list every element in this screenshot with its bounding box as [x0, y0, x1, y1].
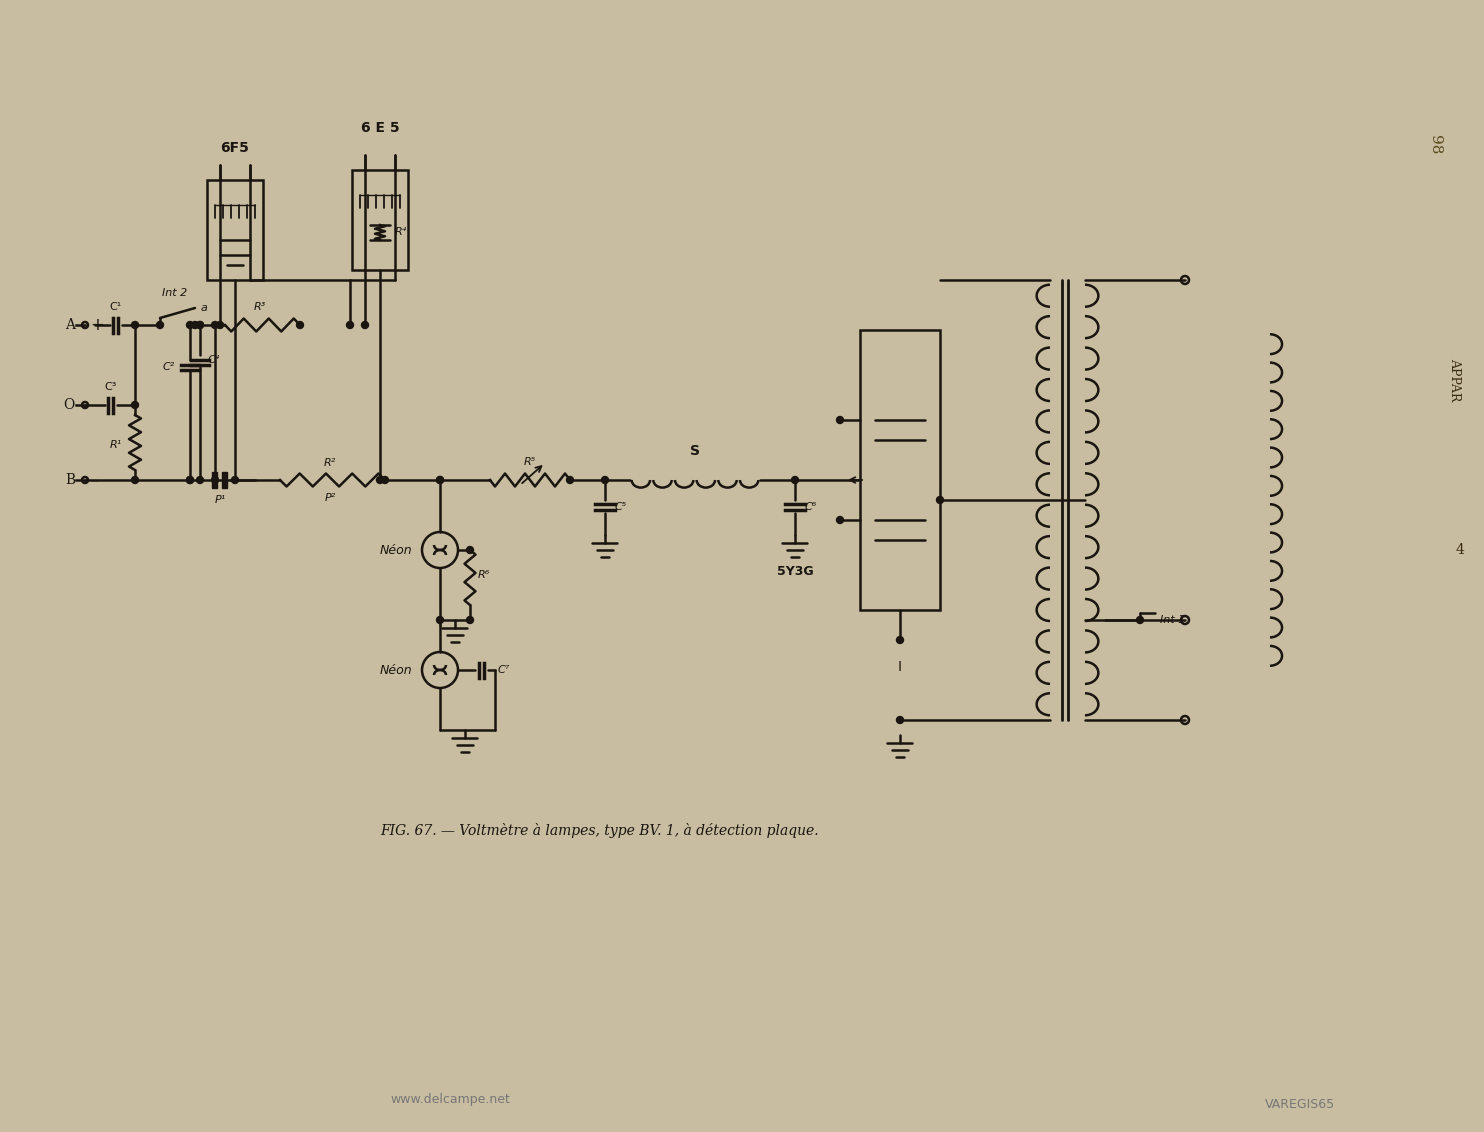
Circle shape: [381, 477, 389, 483]
Text: 6 E 5: 6 E 5: [361, 121, 399, 135]
Circle shape: [436, 477, 444, 483]
Text: R⁵: R⁵: [524, 457, 536, 468]
Text: P¹: P¹: [214, 495, 226, 505]
Text: C³: C³: [105, 381, 117, 392]
Circle shape: [196, 321, 203, 328]
Text: a: a: [200, 303, 208, 314]
Text: A: A: [65, 318, 76, 332]
Circle shape: [232, 477, 239, 483]
Text: O: O: [64, 398, 76, 412]
Bar: [352, 170, 408, 271]
Text: C⁴: C⁴: [208, 355, 220, 365]
Bar: [223, 472, 227, 488]
Text: R¹: R¹: [110, 440, 122, 451]
Circle shape: [191, 321, 199, 328]
Text: C²: C²: [163, 362, 175, 372]
Text: –: –: [91, 471, 98, 489]
Circle shape: [936, 497, 944, 504]
Circle shape: [837, 516, 843, 523]
Circle shape: [436, 477, 444, 483]
Text: Int 2: Int 2: [162, 288, 187, 298]
Text: C⁶: C⁶: [804, 501, 818, 512]
Circle shape: [896, 717, 904, 723]
Circle shape: [896, 636, 904, 643]
Circle shape: [1137, 617, 1144, 624]
Text: Néon: Néon: [380, 543, 413, 557]
Circle shape: [132, 321, 138, 328]
Circle shape: [601, 477, 608, 483]
Text: B: B: [65, 473, 76, 487]
Circle shape: [466, 617, 473, 624]
Circle shape: [217, 321, 224, 328]
Text: C⁷: C⁷: [499, 664, 510, 675]
Text: R⁴: R⁴: [395, 228, 407, 237]
Circle shape: [196, 321, 203, 328]
Circle shape: [132, 402, 138, 409]
Text: FIG. 67. — Voltmètre à lampes, type BV. 1, à détection plaque.: FIG. 67. — Voltmètre à lampes, type BV. …: [381, 823, 819, 838]
Text: R⁶: R⁶: [478, 571, 490, 580]
Circle shape: [212, 477, 218, 483]
Text: P²: P²: [325, 494, 335, 503]
Text: 6F5: 6F5: [221, 142, 249, 155]
Text: www.delcampe.net: www.delcampe.net: [390, 1094, 510, 1106]
Circle shape: [436, 617, 444, 624]
Text: R²: R²: [324, 458, 335, 468]
Text: Néon: Néon: [380, 663, 413, 677]
Circle shape: [187, 477, 193, 483]
Circle shape: [156, 321, 163, 328]
Bar: [861, 331, 939, 610]
Text: C⁵: C⁵: [614, 501, 628, 512]
Circle shape: [377, 477, 383, 483]
Circle shape: [187, 477, 193, 483]
Text: 4: 4: [1456, 543, 1465, 557]
Circle shape: [132, 477, 138, 483]
Text: APPAR: APPAR: [1448, 359, 1462, 402]
Circle shape: [196, 477, 203, 483]
Circle shape: [791, 477, 798, 483]
Circle shape: [466, 547, 473, 554]
Text: 5Y3G: 5Y3G: [776, 565, 813, 578]
Circle shape: [187, 321, 193, 328]
Text: R³: R³: [254, 302, 266, 312]
Bar: [212, 472, 218, 488]
Text: +: +: [91, 316, 104, 334]
Circle shape: [362, 321, 368, 328]
Circle shape: [297, 321, 304, 328]
Bar: [206, 180, 263, 280]
Circle shape: [212, 321, 218, 328]
Text: Int 1: Int 1: [1160, 615, 1186, 625]
Text: 98: 98: [1428, 136, 1442, 155]
Circle shape: [346, 321, 353, 328]
Text: I: I: [898, 660, 902, 674]
Circle shape: [837, 417, 843, 423]
Text: C¹: C¹: [110, 302, 122, 312]
Circle shape: [567, 477, 573, 483]
Text: VAREGIS65: VAREGIS65: [1264, 1098, 1336, 1112]
Text: S: S: [690, 444, 700, 458]
